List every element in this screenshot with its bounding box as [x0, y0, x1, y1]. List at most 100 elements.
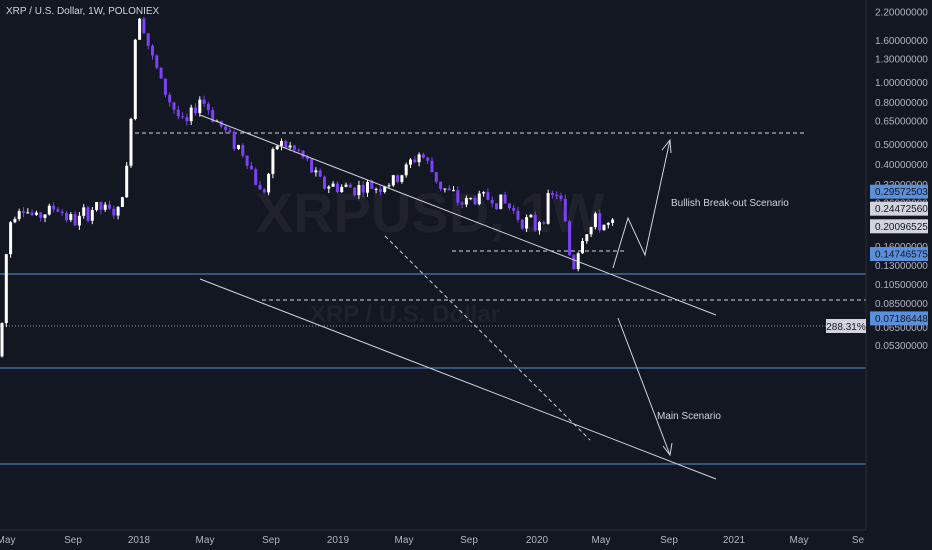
y-tick-label-0: 2.20000000: [875, 8, 928, 19]
candle-body: [129, 118, 133, 166]
candle-body: [297, 149, 301, 151]
y-tick-label-15: 0.05300000: [875, 341, 928, 352]
candle-body: [125, 165, 129, 198]
price-tag-label-3: 0.14746575: [875, 250, 928, 261]
candle-body: [374, 188, 378, 190]
x-tick-label-2: 2018: [128, 535, 151, 546]
candle-body: [538, 222, 541, 231]
y-tick-label-5: 0.65000000: [875, 117, 928, 128]
candle-body: [310, 159, 314, 173]
candle-body: [598, 213, 602, 231]
candle-body: [581, 241, 584, 254]
candle-body: [254, 169, 258, 185]
chart-title: XRP / U.S. Dollar, 1W, POLONIEX: [6, 6, 160, 17]
candle-body: [224, 126, 228, 131]
candle-body: [116, 206, 120, 216]
candle-body: [520, 219, 524, 229]
candle-body: [456, 190, 460, 203]
candle-body: [327, 186, 331, 189]
candle-body: [30, 212, 34, 215]
svg-text:288.31%: 288.31%: [826, 322, 866, 333]
x-tick-label-5: 2019: [327, 535, 350, 546]
candle-body: [56, 209, 60, 212]
change-badge: 288.31%: [826, 319, 866, 333]
candle-body: [73, 214, 77, 226]
candle-body: [17, 211, 21, 219]
price-axis[interactable]: 2.20000000 1.60000000 1.30000000 1.00000000…: [865, 0, 932, 530]
candle-body: [112, 208, 116, 216]
x-tick-label-11: 2021: [723, 535, 746, 546]
candle-body: [103, 204, 107, 210]
candle-body: [593, 213, 597, 228]
candle-body: [60, 211, 64, 214]
candle-body: [486, 192, 490, 200]
candle-body: [473, 197, 477, 205]
candle-body: [43, 214, 47, 218]
level-lines: [0, 132, 866, 465]
candle-body: [585, 234, 589, 242]
candle-body: [378, 188, 382, 193]
x-tick-label-6: May: [395, 535, 414, 546]
candle-body: [447, 188, 451, 191]
y-tick-label-14: 0.06500000: [875, 323, 928, 334]
candle-body: [142, 18, 146, 34]
y-tick-label-6: 0.50000000: [875, 140, 928, 151]
candle-body: [391, 175, 395, 186]
candle-body: [421, 154, 425, 158]
candle-body: [611, 219, 615, 223]
candle-body: [477, 193, 481, 205]
candle-body: [108, 204, 111, 209]
candle-body: [0, 323, 4, 357]
candle-body: [198, 99, 202, 114]
candle-body: [542, 222, 546, 224]
candle-body: [86, 207, 90, 221]
channel-upper-line: [199, 114, 717, 316]
x-tick-label-10: Sep: [660, 535, 678, 546]
x-tick-label-12: May: [790, 535, 809, 546]
price-tag-box-2: [870, 219, 928, 234]
price-tag-box-3: [870, 247, 928, 262]
candle-body: [482, 192, 486, 194]
candle-body: [404, 164, 408, 176]
candle-body: [9, 222, 13, 255]
candle-body: [409, 159, 412, 165]
candle-body: [546, 193, 550, 224]
candle-body: [495, 203, 498, 210]
candle-body: [550, 193, 554, 195]
main-scenario-label: Main Scenario: [657, 411, 721, 422]
candle-body: [439, 181, 443, 189]
candle-body: [65, 213, 68, 221]
candle-body: [120, 197, 124, 207]
main-scenario-path: [617, 317, 671, 456]
candle-body: [237, 145, 240, 150]
candle-body: [245, 155, 249, 166]
candle-body: [155, 55, 159, 68]
candle-body: [202, 99, 206, 104]
candle-body: [434, 172, 438, 182]
candle-body: [163, 78, 167, 95]
candle-body: [4, 254, 8, 324]
candle-body: [181, 116, 185, 118]
price-tag-box-1: [870, 201, 928, 216]
candle-body: [396, 175, 400, 182]
candle-body: [176, 109, 180, 117]
candle-body: [52, 205, 56, 210]
candle-body: [525, 217, 529, 229]
y-tick-label-2: 1.30000000: [875, 55, 928, 66]
x-tick-label-7: Sep: [460, 535, 478, 546]
y-tick-label-7: 0.40000000: [875, 160, 928, 171]
candle-body: [34, 212, 38, 215]
candle-body: [146, 33, 150, 46]
time-axis[interactable]: May Sep 2018 May Sep 2019 May Sep 2020 May Sep 2021…: [0, 529, 932, 550]
y-tick-label-11: 0.13000000: [875, 261, 928, 272]
candle-body: [241, 145, 245, 156]
candle-body: [288, 145, 292, 148]
candle-body: [90, 210, 94, 221]
candle-body: [211, 110, 215, 122]
watermark-description: XRP / U.S. Dollar: [310, 301, 500, 328]
candle-body: [400, 175, 404, 182]
candle-body: [426, 157, 430, 161]
candle-body: [168, 94, 172, 103]
candle-body: [370, 182, 374, 189]
